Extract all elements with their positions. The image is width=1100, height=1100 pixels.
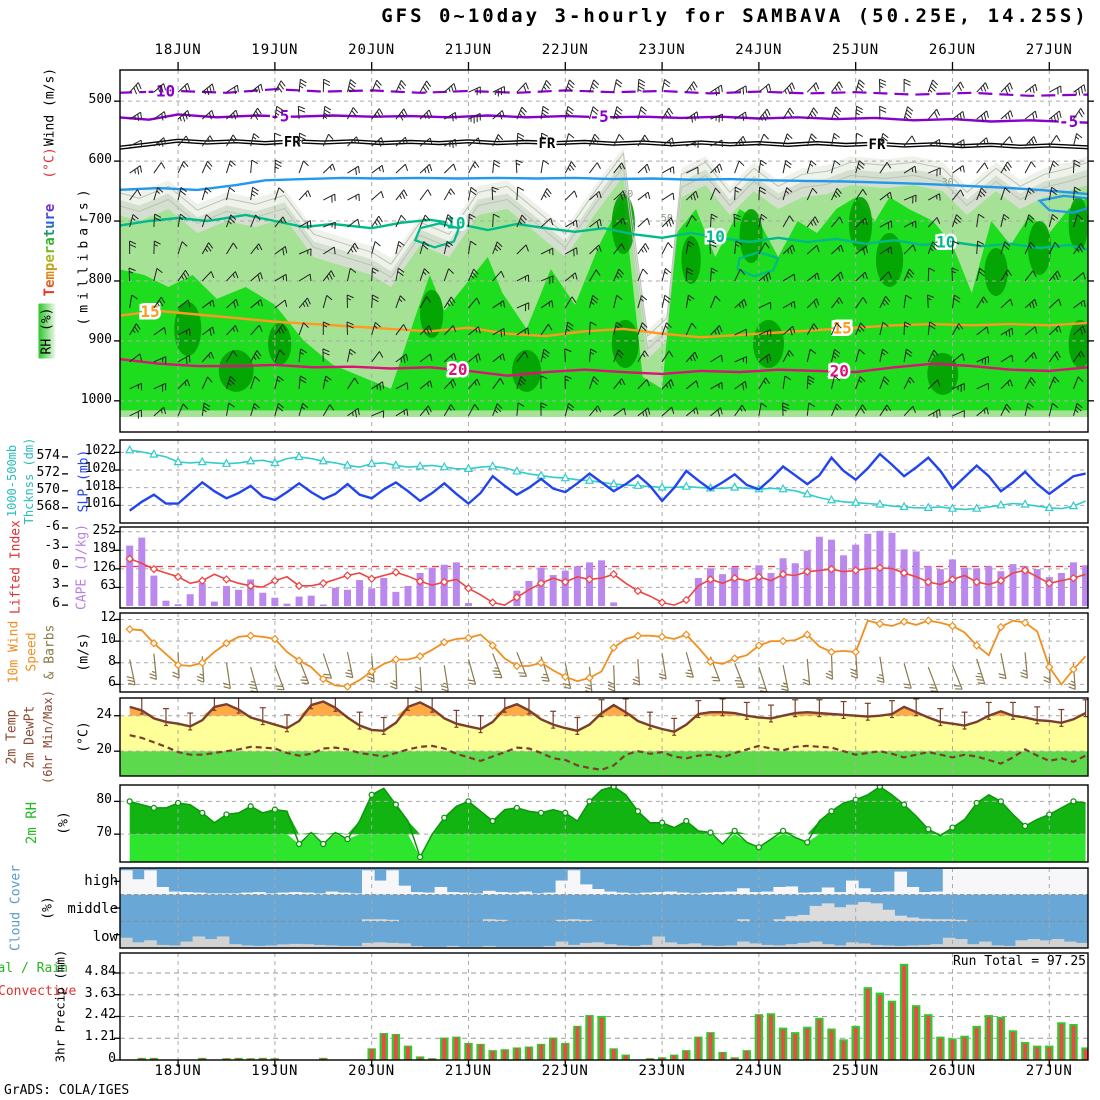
wind10m-axis-label-2: Speed [24,632,40,672]
upper-ytick: 800 [88,271,112,287]
upper-ytick: 900 [88,331,112,347]
rh2m-ytick: 70 [96,825,112,841]
svg-text:FR: FR [869,137,886,153]
rh2m-axis-label: 2m RH [24,801,40,845]
day-label-bottom: 27JUN [1025,1063,1073,1079]
day-label-top: 18JUN [154,42,202,58]
slp-ytick: 1020 [84,461,116,477]
t2m-axis-label-1: 2m Temp [4,709,20,765]
cape-ytick: 63 [100,578,116,594]
precip-ytick: 0 [108,1051,116,1066]
rh2m-ytick: 80 [96,792,112,808]
svg-text:20: 20 [448,360,467,379]
precip-ytick: 4.84 [84,963,116,979]
day-label-top: 26JUN [928,42,977,58]
day-label-top: 23JUN [638,42,686,58]
wind10m-ytick: 6 [108,675,116,691]
precip-total-legend: Total / Rain [0,961,68,976]
millibars-axis-label: (millibars) [76,184,92,326]
li-ytick: -3 [44,538,60,554]
svg-text:15: 15 [832,319,851,338]
day-label-bottom: 26JUN [928,1063,977,1079]
svg-text:10: 10 [446,214,465,233]
cloud-band-middle-label: middle [67,901,118,917]
cape-ytick: 252 [92,522,116,538]
day-label-top: 20JUN [348,42,396,58]
thickness-ytick: 570 [36,481,60,497]
slp-ytick: 1018 [84,478,116,494]
cape-ytick: 126 [92,559,116,575]
t2m-ytick: 20 [96,742,112,758]
credit-text: GrADS: COLA/IGES [4,1083,130,1098]
cloud-band-high-label: high [84,873,118,889]
slp-ytick: 1016 [84,496,116,512]
precip-ytick: 2.42 [84,1007,116,1023]
day-label-top: 24JUN [735,42,783,58]
wind10m-ytick: 10 [100,632,116,648]
upper-ytick: 600 [88,152,112,168]
t2m-axis-label-2: 2m DewPt [22,705,38,769]
svg-text:-10: -10 [146,81,175,100]
svg-text:-5: -5 [270,106,289,125]
cape-ytick: 189 [92,541,116,557]
thickness-ytick: 568 [36,498,60,514]
svg-text:FR: FR [284,134,301,150]
day-label-bottom: 25JUN [832,1063,880,1079]
wind10m-ytick: 12 [100,610,116,626]
upper-ytick: 1000 [80,391,112,407]
svg-text:50: 50 [661,213,673,224]
day-label-bottom: 20JUN [348,1063,396,1079]
thickness-ytick: 572 [36,464,60,480]
day-label-bottom: 19JUN [251,1063,299,1079]
run-total-text: Run Total = 97.25 [952,954,1086,969]
day-label-bottom: 23JUN [638,1063,686,1079]
day-label-bottom: 24JUN [735,1063,783,1079]
li-ytick: -6 [44,518,60,534]
wind10m-axis-label-1: 10m Wind [6,620,22,684]
svg-text:30: 30 [942,177,954,188]
page-title: GFS 0~10day 3-hourly for SAMBAVA (50.25E… [381,5,1089,27]
svg-text:10: 10 [936,233,955,252]
slp-ytick: 1022 [84,443,116,459]
day-label-top: 22JUN [541,42,589,58]
cloud-axis-label: Cloud Cover [8,864,24,952]
wind10m-ytick: 8 [108,653,116,669]
day-label-top: 25JUN [832,42,880,58]
li-ytick: 0 [52,557,60,573]
cloud-band-low-label: low [92,929,118,945]
svg-text:-5: -5 [1059,112,1078,131]
day-label-top: 21JUN [444,42,493,58]
day-label-top: 27JUN [1025,42,1073,58]
day-label-bottom: 21JUN [444,1063,493,1079]
upper-ytick: 500 [88,92,112,108]
li-ytick: 6 [52,596,60,612]
upper-ytick: 700 [88,212,112,228]
svg-text:30: 30 [621,189,633,200]
precip-convective-legend: Convective [0,984,77,999]
day-label-top: 19JUN [251,42,299,58]
t2m-axis-label-3: (6hr Min/Max) [41,690,55,784]
t2m-ytick: 24 [96,706,112,722]
precip-ytick: 1.21 [84,1029,116,1045]
svg-text:15: 15 [140,302,159,321]
precip-ytick: 3.63 [84,985,116,1001]
day-label-bottom: 18JUN [154,1063,202,1079]
svg-text:20: 20 [830,362,849,381]
li-ytick: 3 [52,576,60,592]
day-label-bottom: 22JUN [541,1063,589,1079]
thickness-ytick: 574 [36,447,60,463]
